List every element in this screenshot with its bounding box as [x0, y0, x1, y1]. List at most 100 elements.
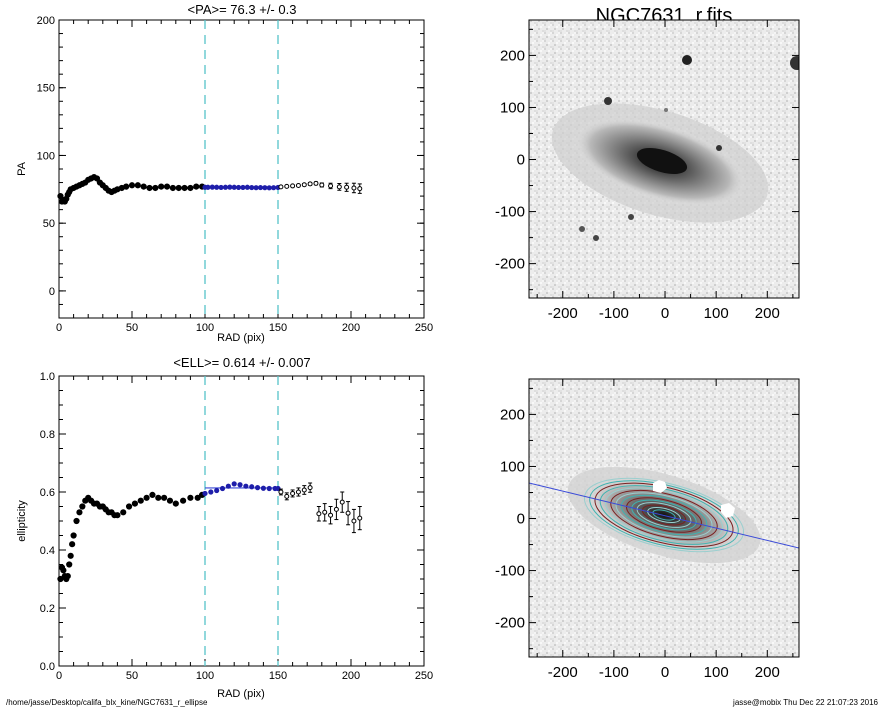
pa-panel: <PA>= 76.3 +/- 0.3 PA RAD (pix) 0 50 100 15… [16, 2, 433, 344]
img-x-tick-label: 100 [704, 305, 729, 322]
y-tick-label: 0.8 [40, 429, 55, 441]
data-point [60, 567, 67, 574]
img-y-tick-label: -200 [495, 615, 525, 632]
data-point-fit [208, 489, 214, 495]
pa-xlabel: RAD (pix) [217, 332, 265, 344]
data-point [140, 183, 147, 190]
data-point [137, 497, 144, 504]
data-point [128, 182, 136, 189]
pa-axes-frame [58, 19, 425, 319]
data-point [79, 503, 86, 510]
y-tick-label: 100 [37, 150, 55, 162]
data-point-fit [231, 481, 237, 487]
star-1 [682, 55, 692, 65]
data-point-fit [205, 184, 211, 190]
data-point-outer [322, 509, 328, 515]
data-point [158, 183, 165, 190]
x-tick-label: 0 [56, 670, 62, 682]
img-x-tick-label: -100 [599, 664, 629, 681]
data-point [67, 552, 74, 559]
data-point [123, 183, 130, 190]
data-point-fit [219, 485, 226, 492]
data-point-fit [214, 184, 220, 190]
data-point-fit [243, 483, 249, 489]
data-point-outer [328, 183, 334, 189]
img-x-tick-label: 200 [755, 664, 780, 681]
data-point-outer [316, 511, 322, 517]
x-tick-label: 200 [342, 322, 360, 334]
data-point-outer [351, 185, 357, 191]
data-point [169, 184, 176, 192]
img-x-tick-label: -200 [548, 664, 578, 681]
data-point-outer [357, 515, 363, 521]
data-point [69, 541, 76, 548]
data-point-outer [295, 489, 301, 495]
isophote-contours [583, 477, 745, 553]
data-point [161, 494, 168, 501]
y-tick-label: 0.0 [40, 661, 55, 673]
data-point-outer [328, 512, 334, 518]
star-4 [716, 145, 722, 151]
data-point [166, 497, 174, 504]
y-tick-label: 50 [43, 218, 55, 230]
data-point-outer [301, 487, 307, 493]
x-tick-label: 200 [342, 670, 360, 682]
data-point [76, 509, 83, 516]
model-panel: -200 -100 0 100 200 200 100 0 -100 -200 [495, 378, 800, 681]
data-point-outer [313, 180, 319, 186]
ell-panel: <ELL>= 0.614 +/- 0.007 ellipticity RAD (… [16, 355, 433, 700]
img-x-tick-label: 0 [661, 664, 669, 681]
x-tick-label: 100 [196, 670, 214, 682]
img-x-tick-label: 200 [755, 305, 780, 322]
y-tick-label: 1.0 [40, 371, 55, 383]
data-point [131, 500, 139, 507]
data-point-fit [240, 184, 246, 191]
data-point [93, 175, 101, 182]
data-point-fit [218, 184, 224, 191]
data-point [114, 512, 121, 519]
data-point [180, 497, 187, 504]
data-point-fit [253, 185, 259, 191]
data-point-fit [222, 184, 229, 190]
data-point-fit [254, 485, 261, 491]
ell-xlabel: RAD (pix) [217, 688, 265, 700]
mask-blob-1 [653, 480, 667, 493]
data-point [193, 183, 200, 190]
data-point-fit [237, 482, 243, 488]
data-point-outer [290, 183, 296, 189]
ell-ylabel: ellipticity [16, 500, 28, 542]
data-point-fit [262, 185, 268, 191]
data-point-fit [257, 184, 264, 191]
img-x-tick-label: 100 [704, 664, 729, 681]
pa-axis-line [529, 482, 799, 549]
data-point-fit [266, 485, 272, 492]
model-frame [528, 378, 800, 658]
data-point [152, 184, 159, 192]
img-y-tick-label: -200 [495, 256, 525, 273]
data-point-outer [344, 184, 350, 190]
data-point-outer [284, 493, 290, 499]
y-tick-label: 0.4 [40, 545, 55, 557]
data-point-fit [209, 184, 215, 190]
mask-blob-2 [721, 503, 735, 518]
data-point-fit [244, 184, 250, 190]
ell-title: <ELL>= 0.614 +/- 0.007 [173, 355, 310, 370]
data-point-fit [231, 184, 237, 190]
data-point-fit [266, 185, 272, 191]
data-point [125, 503, 133, 510]
data-point [194, 494, 201, 501]
data-point [172, 500, 179, 507]
img-y-tick-label: -100 [495, 204, 525, 221]
data-point [64, 573, 71, 580]
data-point [70, 532, 77, 539]
data-point-fit [271, 185, 277, 191]
data-point-outer [295, 183, 301, 189]
star-6 [579, 226, 585, 232]
data-point [146, 184, 153, 192]
data-point-outer [290, 490, 296, 496]
data-point-fit [235, 184, 242, 191]
data-point-fit [202, 490, 208, 497]
y-tick-label: 150 [37, 83, 55, 95]
pa-ylabel: PA [16, 161, 28, 176]
data-point-outer [339, 499, 345, 505]
